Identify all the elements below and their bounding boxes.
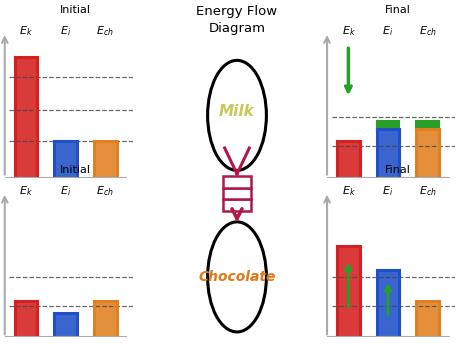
Text: Energy Flow
Diagram: Energy Flow Diagram — [196, 5, 278, 36]
Text: Final: Final — [384, 5, 410, 15]
Bar — [223, 200, 251, 211]
Bar — [54, 141, 77, 178]
Bar — [376, 130, 400, 178]
Text: Final: Final — [384, 165, 410, 175]
Text: $E_{ch}$: $E_{ch}$ — [419, 184, 437, 198]
Text: $E_k$: $E_k$ — [341, 184, 356, 198]
Bar — [337, 246, 360, 337]
Text: $E_i$: $E_i$ — [60, 184, 71, 198]
Circle shape — [208, 60, 266, 170]
Text: $E_k$: $E_k$ — [341, 24, 356, 38]
Bar — [416, 130, 439, 178]
Bar — [416, 121, 439, 130]
Text: Initial: Initial — [60, 5, 91, 15]
Bar — [416, 301, 439, 337]
Circle shape — [208, 222, 266, 332]
Text: $E_{ch}$: $E_{ch}$ — [96, 24, 114, 38]
Text: $E_i$: $E_i$ — [383, 24, 393, 38]
Bar — [376, 270, 400, 337]
Bar — [376, 121, 400, 130]
Text: Initial: Initial — [60, 165, 91, 175]
Text: Chocolate: Chocolate — [198, 270, 276, 284]
Bar — [94, 301, 117, 337]
Bar — [337, 141, 360, 178]
Text: $E_i$: $E_i$ — [60, 24, 71, 38]
Bar — [15, 301, 37, 337]
Bar — [15, 58, 37, 178]
Text: $E_{ch}$: $E_{ch}$ — [96, 184, 114, 198]
Bar — [223, 187, 251, 200]
Text: $E_k$: $E_k$ — [19, 184, 33, 198]
Text: $E_k$: $E_k$ — [19, 24, 33, 38]
Text: $E_{ch}$: $E_{ch}$ — [419, 24, 437, 38]
Text: $E_i$: $E_i$ — [383, 184, 393, 198]
Bar — [94, 141, 117, 178]
Bar — [54, 313, 77, 337]
Bar — [223, 176, 251, 187]
Text: Milk: Milk — [219, 104, 255, 119]
